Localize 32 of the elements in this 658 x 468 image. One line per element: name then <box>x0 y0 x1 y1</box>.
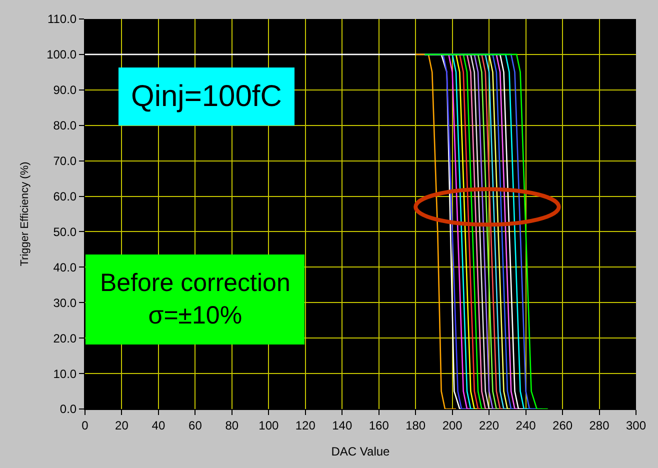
x-tick-label: 60 <box>188 418 202 432</box>
x-tick-label: 100 <box>258 418 279 432</box>
annotation: Before correction σ=±10% <box>100 269 290 330</box>
annotation: Qinj=100fC <box>131 80 282 113</box>
x-tick-label: 160 <box>368 418 390 432</box>
y-tick-label: 60.0 <box>53 189 77 204</box>
x-tick-label: 280 <box>589 418 610 432</box>
y-tick-label: 50.0 <box>53 224 77 239</box>
y-tick-label: 20.0 <box>53 331 77 346</box>
y-tick-label: 30.0 <box>53 296 77 310</box>
y-tick-label: 40.0 <box>53 260 77 274</box>
x-tick-label: 120 <box>295 418 316 432</box>
x-tick-label: 0 <box>82 418 89 432</box>
y-tick-label: 110.0 <box>47 12 77 26</box>
y-tick-label: 70.0 <box>53 154 77 168</box>
x-tick-label: 260 <box>552 418 573 432</box>
x-tick-label: 80 <box>225 418 239 432</box>
x-tick-label: 300 <box>626 418 646 432</box>
y-tick-label: 90.0 <box>53 83 77 98</box>
x-tick-label: 40 <box>152 418 166 432</box>
y-tick-label: 100.0 <box>46 48 77 62</box>
x-tick-label: 200 <box>442 418 463 432</box>
y-tick-label: 10.0 <box>53 366 77 381</box>
x-tick-label: 220 <box>479 418 500 432</box>
x-tick-label: 20 <box>115 418 129 432</box>
y-tick-label: 80.0 <box>53 118 77 133</box>
x-tick-label: 140 <box>332 418 352 432</box>
y-axis-title: Trigger Efficiency (%) <box>19 162 32 266</box>
y-tick-label: 0.0 <box>60 402 77 416</box>
x-axis-title: DAC Value <box>331 444 390 458</box>
x-tick-label: 180 <box>406 418 426 432</box>
x-tick-label: 240 <box>516 418 536 432</box>
